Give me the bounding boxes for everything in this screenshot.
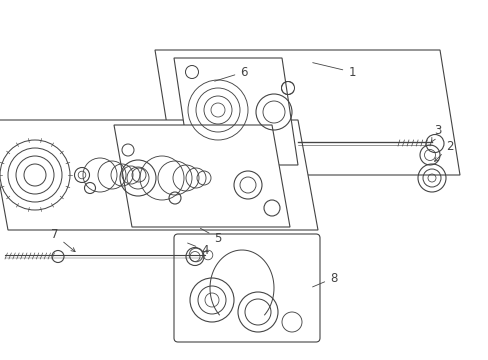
Polygon shape [0, 120, 317, 230]
Text: 4: 4 [187, 243, 208, 256]
Text: 5: 5 [200, 228, 221, 244]
Polygon shape [174, 58, 297, 165]
FancyBboxPatch shape [174, 234, 319, 342]
Text: 6: 6 [214, 66, 247, 81]
Polygon shape [114, 125, 289, 227]
Text: 2: 2 [434, 140, 453, 161]
Text: 7: 7 [51, 229, 75, 252]
Text: 8: 8 [312, 271, 337, 287]
Text: 3: 3 [431, 123, 441, 142]
Text: 1: 1 [312, 63, 355, 78]
Polygon shape [155, 50, 459, 175]
